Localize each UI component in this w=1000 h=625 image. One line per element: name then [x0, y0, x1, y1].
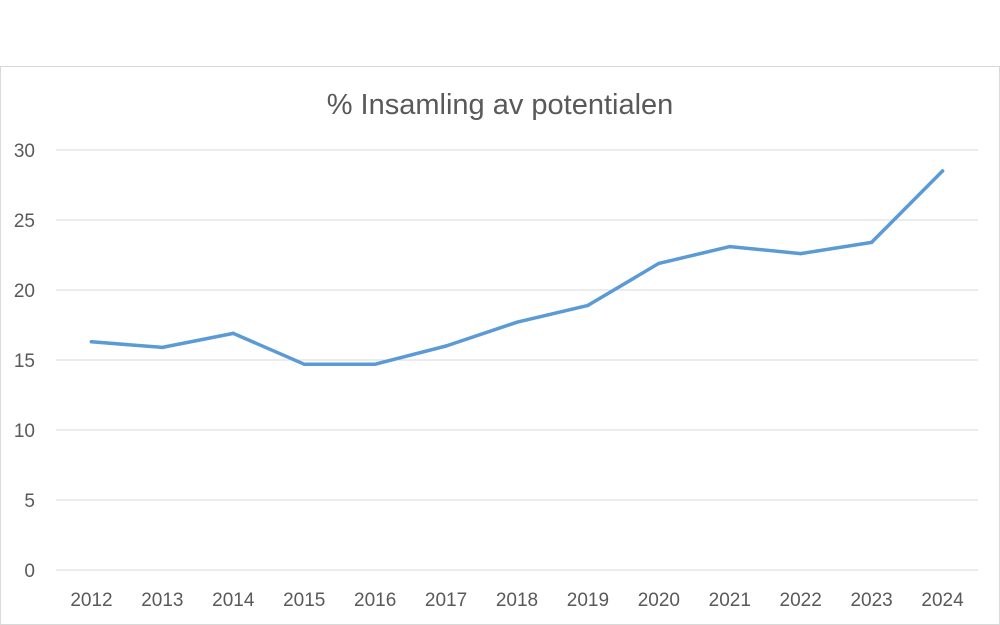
data-point-2017: [444, 344, 448, 348]
x-tick-label: 2013: [141, 590, 183, 611]
y-tick-label: 15: [14, 351, 35, 372]
x-tick-label: 2021: [709, 590, 751, 611]
data-point-2018: [515, 320, 519, 324]
data-point-2013: [160, 345, 165, 350]
y-tick-label: 30: [14, 141, 35, 162]
data-point-2016: [373, 362, 377, 366]
y-tick-label: 0: [24, 561, 35, 582]
data-point-2022: [798, 251, 803, 256]
data-point-2015: [302, 362, 306, 366]
series-group: [89, 169, 945, 366]
data-point-2021: [728, 244, 732, 249]
x-tick-label: 2016: [354, 590, 396, 611]
y-tick-label: 10: [14, 421, 35, 442]
x-tick-label: 2012: [70, 590, 112, 611]
x-tick-label: 2020: [638, 590, 680, 611]
gridlines: [56, 149, 978, 571]
data-point-2019: [586, 303, 590, 308]
y-tick-label: 5: [24, 491, 35, 512]
x-tick-label: 2023: [850, 590, 892, 611]
y-tick-label: 20: [14, 281, 35, 302]
data-point-2020: [657, 261, 661, 266]
x-tick-label: 2018: [496, 590, 538, 611]
x-tick-label: 2017: [425, 590, 467, 611]
x-tick-label: 2024: [921, 590, 964, 611]
x-tick-label: 2019: [567, 590, 609, 611]
x-tick-label: 2015: [283, 590, 325, 611]
data-point-2014: [231, 331, 236, 336]
data-point-2024: [940, 169, 945, 173]
data-point-2012: [89, 340, 94, 344]
x-tick-label: 2014: [212, 590, 255, 611]
x-tick-label: 2022: [780, 590, 822, 611]
chart-title: % Insamling av potentialen: [327, 89, 674, 121]
y-tick-label: 25: [14, 211, 35, 232]
y-axis-tick-labels: 0 5 10 15 20 25 30: [14, 141, 35, 582]
series-line-0: [89, 169, 945, 366]
x-axis-tick-labels: 2012 2013 2014 2015 2016 2017 2018 2019 2020 2021…: [70, 590, 964, 611]
data-point-2023: [869, 240, 874, 245]
